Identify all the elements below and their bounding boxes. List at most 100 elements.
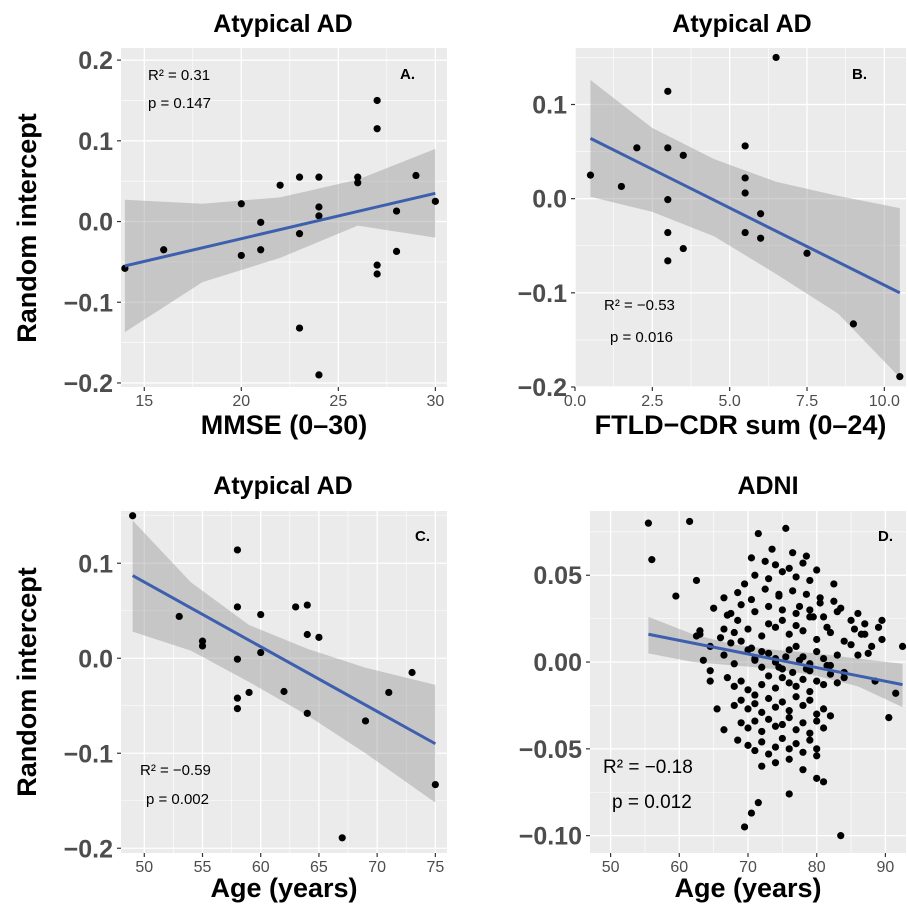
data-point [795,602,804,611]
data-point [734,588,742,597]
plot-background [121,48,447,387]
panel-title: Atypical AD [213,472,352,500]
data-point [295,173,304,181]
confidence-band [132,520,436,803]
data-point [280,687,288,696]
data-point [813,648,821,656]
data-point [792,726,800,734]
data-point [412,171,420,180]
data-point [751,691,759,699]
r-squared-annotation: R² = −0.59 [140,762,211,779]
data-point [806,696,814,704]
data-point [806,576,814,585]
data-point [806,736,814,744]
data-point [737,696,745,704]
data-point [803,249,811,257]
data-point [303,709,311,717]
data-point [741,142,749,150]
points [129,512,439,842]
data-point [765,672,773,680]
data-point [785,564,793,572]
y-tick-label: −0.1 [64,289,113,317]
data-point [664,144,672,152]
data-point [257,610,265,619]
data-point [799,719,807,727]
data-point [354,179,362,187]
data-point [799,675,807,683]
data-point [830,597,838,605]
data-point [813,752,821,760]
data-point [758,762,766,770]
data-point [898,642,907,651]
data-point [833,679,841,687]
data-point [747,554,756,562]
panel-tag: D. [878,528,893,545]
data-point [813,717,821,725]
data-point [373,261,381,269]
data-point [785,745,793,753]
y-tick-label: 0.2 [78,47,113,75]
data-point [706,677,714,685]
data-point [833,651,841,659]
data-point [792,573,800,581]
y-tick-label: −0.1 [64,740,113,768]
data-point [785,646,793,654]
data-point [789,668,797,677]
regression-line [131,574,437,746]
data-point [679,151,687,159]
data-point [720,726,728,734]
data-point [806,613,814,621]
y-axis-title-top: Random intercept [12,113,42,343]
y-axis-title-bottom: Random intercept [12,567,42,797]
data-point [802,590,810,598]
x-tick-label: 70 [368,859,386,876]
x-tick-label: 0.0 [564,393,586,410]
data-point [295,230,304,238]
panel-tag: A. [400,66,415,83]
data-point [315,212,323,220]
r-squared-annotation: R² = −0.53 [604,297,675,314]
data-point [730,701,738,710]
data-point [806,606,814,614]
x-tick-label: 30 [426,393,444,410]
data-point [813,745,821,753]
data-point [819,705,828,713]
data-point [761,585,769,593]
data-point [792,642,800,651]
data-point [833,608,841,616]
data-point [864,649,872,657]
data-point [727,639,735,647]
data-point [792,609,800,618]
data-point [847,641,855,649]
data-point [789,587,797,595]
x-axis-title: Age (years) [674,873,821,903]
data-point [765,602,773,611]
x-tick-label: 75 [426,859,444,876]
data-point [679,244,687,253]
data-point [826,628,835,637]
data-point [757,234,765,242]
y-tick-label: 0.1 [78,550,113,578]
data-point [771,722,780,730]
data-point [758,663,766,671]
data-point [813,710,821,718]
data-point [730,682,738,690]
data-point [785,713,793,722]
data-point [744,724,752,732]
data-point [744,741,752,749]
data-point [747,595,756,604]
data-point [771,759,780,767]
data-point [744,625,752,633]
data-point [303,630,311,639]
data-point [778,606,786,614]
data-point [237,200,245,208]
data-point [775,592,783,600]
data-point [861,620,869,628]
data-point [361,717,370,725]
data-point [775,663,783,671]
data-point [198,642,207,650]
y-tick-label: −0.1 [518,280,567,308]
data-point [233,546,242,554]
data-point [315,173,323,181]
